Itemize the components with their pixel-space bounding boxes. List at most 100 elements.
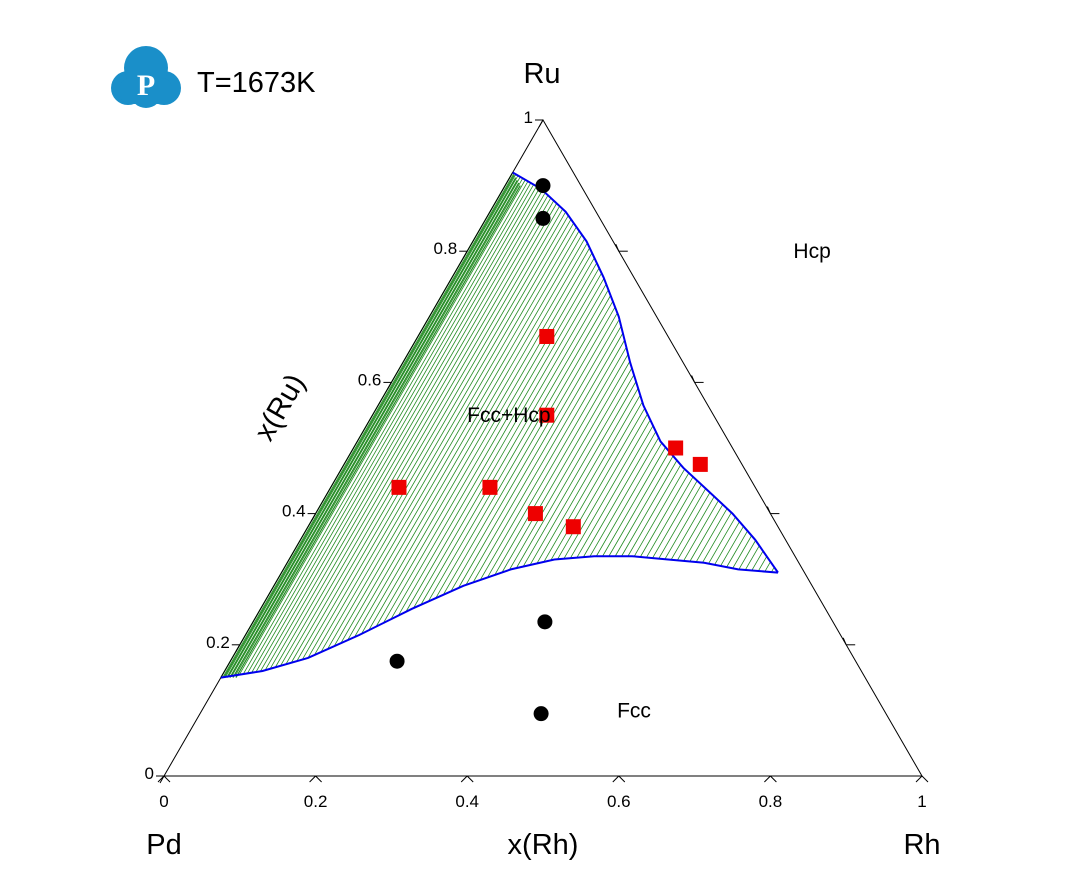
tie-line — [664, 488, 707, 560]
tie-line — [290, 203, 558, 663]
data-point-square — [539, 328, 555, 344]
tie-line — [576, 425, 654, 558]
tie-line — [340, 230, 580, 644]
right-tick — [842, 637, 847, 645]
data-point-square — [539, 407, 555, 423]
tie-line — [751, 550, 764, 571]
right-tick — [691, 375, 696, 383]
bottom-tick — [315, 775, 322, 783]
tie-line — [269, 192, 546, 670]
bottom-tick-label: 0.4 — [455, 792, 479, 811]
tie-line — [683, 500, 719, 562]
tie-line — [563, 413, 648, 559]
bottom-tick-label: 0.8 — [759, 792, 783, 811]
tie-line — [621, 460, 678, 557]
tie-line — [301, 208, 563, 660]
triangle-outline — [163, 119, 923, 777]
data-point-square — [482, 479, 498, 495]
tie-line — [225, 174, 517, 678]
tie-line — [529, 381, 637, 566]
left-axis-title: x(Ru) — [249, 369, 312, 446]
bottom-tick-label: 0.2 — [304, 792, 328, 811]
tie-line — [280, 197, 552, 667]
tie-line — [228, 175, 519, 677]
bottom-tick — [460, 775, 468, 783]
tie-line — [744, 545, 760, 571]
tie-line — [413, 278, 605, 609]
data-point-circle — [535, 210, 551, 226]
tie-line — [689, 504, 724, 562]
tie-line — [714, 521, 740, 566]
tie-line — [658, 484, 702, 559]
tie-line — [472, 325, 622, 583]
bottom-tick-label: 0.6 — [607, 792, 631, 811]
left-tick — [159, 775, 165, 784]
tie-line — [397, 267, 600, 616]
cloud-p-logo-icon: P — [111, 46, 181, 108]
tie-line — [361, 242, 588, 635]
vertex-label-top: Ru — [523, 58, 560, 90]
tie-line — [320, 219, 572, 653]
tie-line — [543, 394, 641, 563]
data-point-circle — [533, 706, 549, 722]
tie-line — [465, 319, 620, 586]
tie-line — [602, 447, 666, 557]
data-point-square — [527, 506, 543, 522]
tie-line — [536, 388, 639, 564]
tie-line — [720, 526, 744, 567]
tie-line — [226, 177, 517, 678]
tie-line — [405, 272, 602, 613]
tie-line — [314, 215, 569, 656]
vertex-label-right: Rh — [903, 829, 940, 861]
left-tick-label: 1 — [524, 108, 533, 127]
tie-line — [333, 226, 577, 647]
tie-line — [442, 301, 614, 596]
left-tick-label: 0.4 — [282, 502, 306, 521]
tie-line — [375, 252, 593, 627]
tie-line — [764, 561, 771, 572]
tie-line — [732, 535, 752, 569]
tie-line — [231, 176, 521, 677]
tie-line — [627, 464, 682, 557]
left-tick — [386, 382, 392, 390]
tie-line — [522, 374, 635, 567]
bottom-tick — [309, 775, 316, 783]
bottom-tick — [764, 775, 771, 783]
tie-line — [239, 179, 526, 675]
triangle-frame — [163, 119, 923, 777]
tie-line — [259, 187, 540, 672]
tie-line — [487, 339, 625, 578]
bottom-tick — [618, 775, 626, 783]
tie-line — [264, 189, 543, 671]
tie-line — [695, 508, 728, 563]
tie-line — [307, 211, 567, 659]
left-tick — [538, 119, 544, 128]
tie-line — [229, 180, 518, 678]
data-point-square — [668, 440, 684, 456]
right-tick — [615, 244, 620, 252]
tie-line — [646, 476, 694, 558]
left-tick — [235, 644, 241, 653]
tie-line — [223, 174, 515, 678]
tie-line — [550, 401, 643, 561]
hcp-boundary-line — [512, 171, 779, 574]
tie-line — [639, 472, 690, 558]
bottom-tick — [770, 775, 777, 783]
markers-group — [389, 178, 708, 722]
tie-line — [235, 178, 524, 676]
tie-line — [285, 200, 555, 665]
tie-line — [614, 455, 674, 557]
tie-line — [383, 257, 595, 624]
tie-line — [242, 181, 529, 675]
bottom-tick — [466, 775, 474, 783]
tie-line — [670, 492, 711, 560]
tie-line — [494, 346, 627, 576]
tie-line — [757, 556, 768, 572]
data-point-square — [692, 456, 708, 472]
tie-line — [726, 530, 748, 568]
right-tick — [766, 506, 771, 514]
bottom-tick — [915, 775, 923, 783]
left-tick-label: 0.2 — [206, 633, 230, 652]
bottom-tick — [921, 775, 929, 783]
tie-line — [652, 480, 698, 559]
